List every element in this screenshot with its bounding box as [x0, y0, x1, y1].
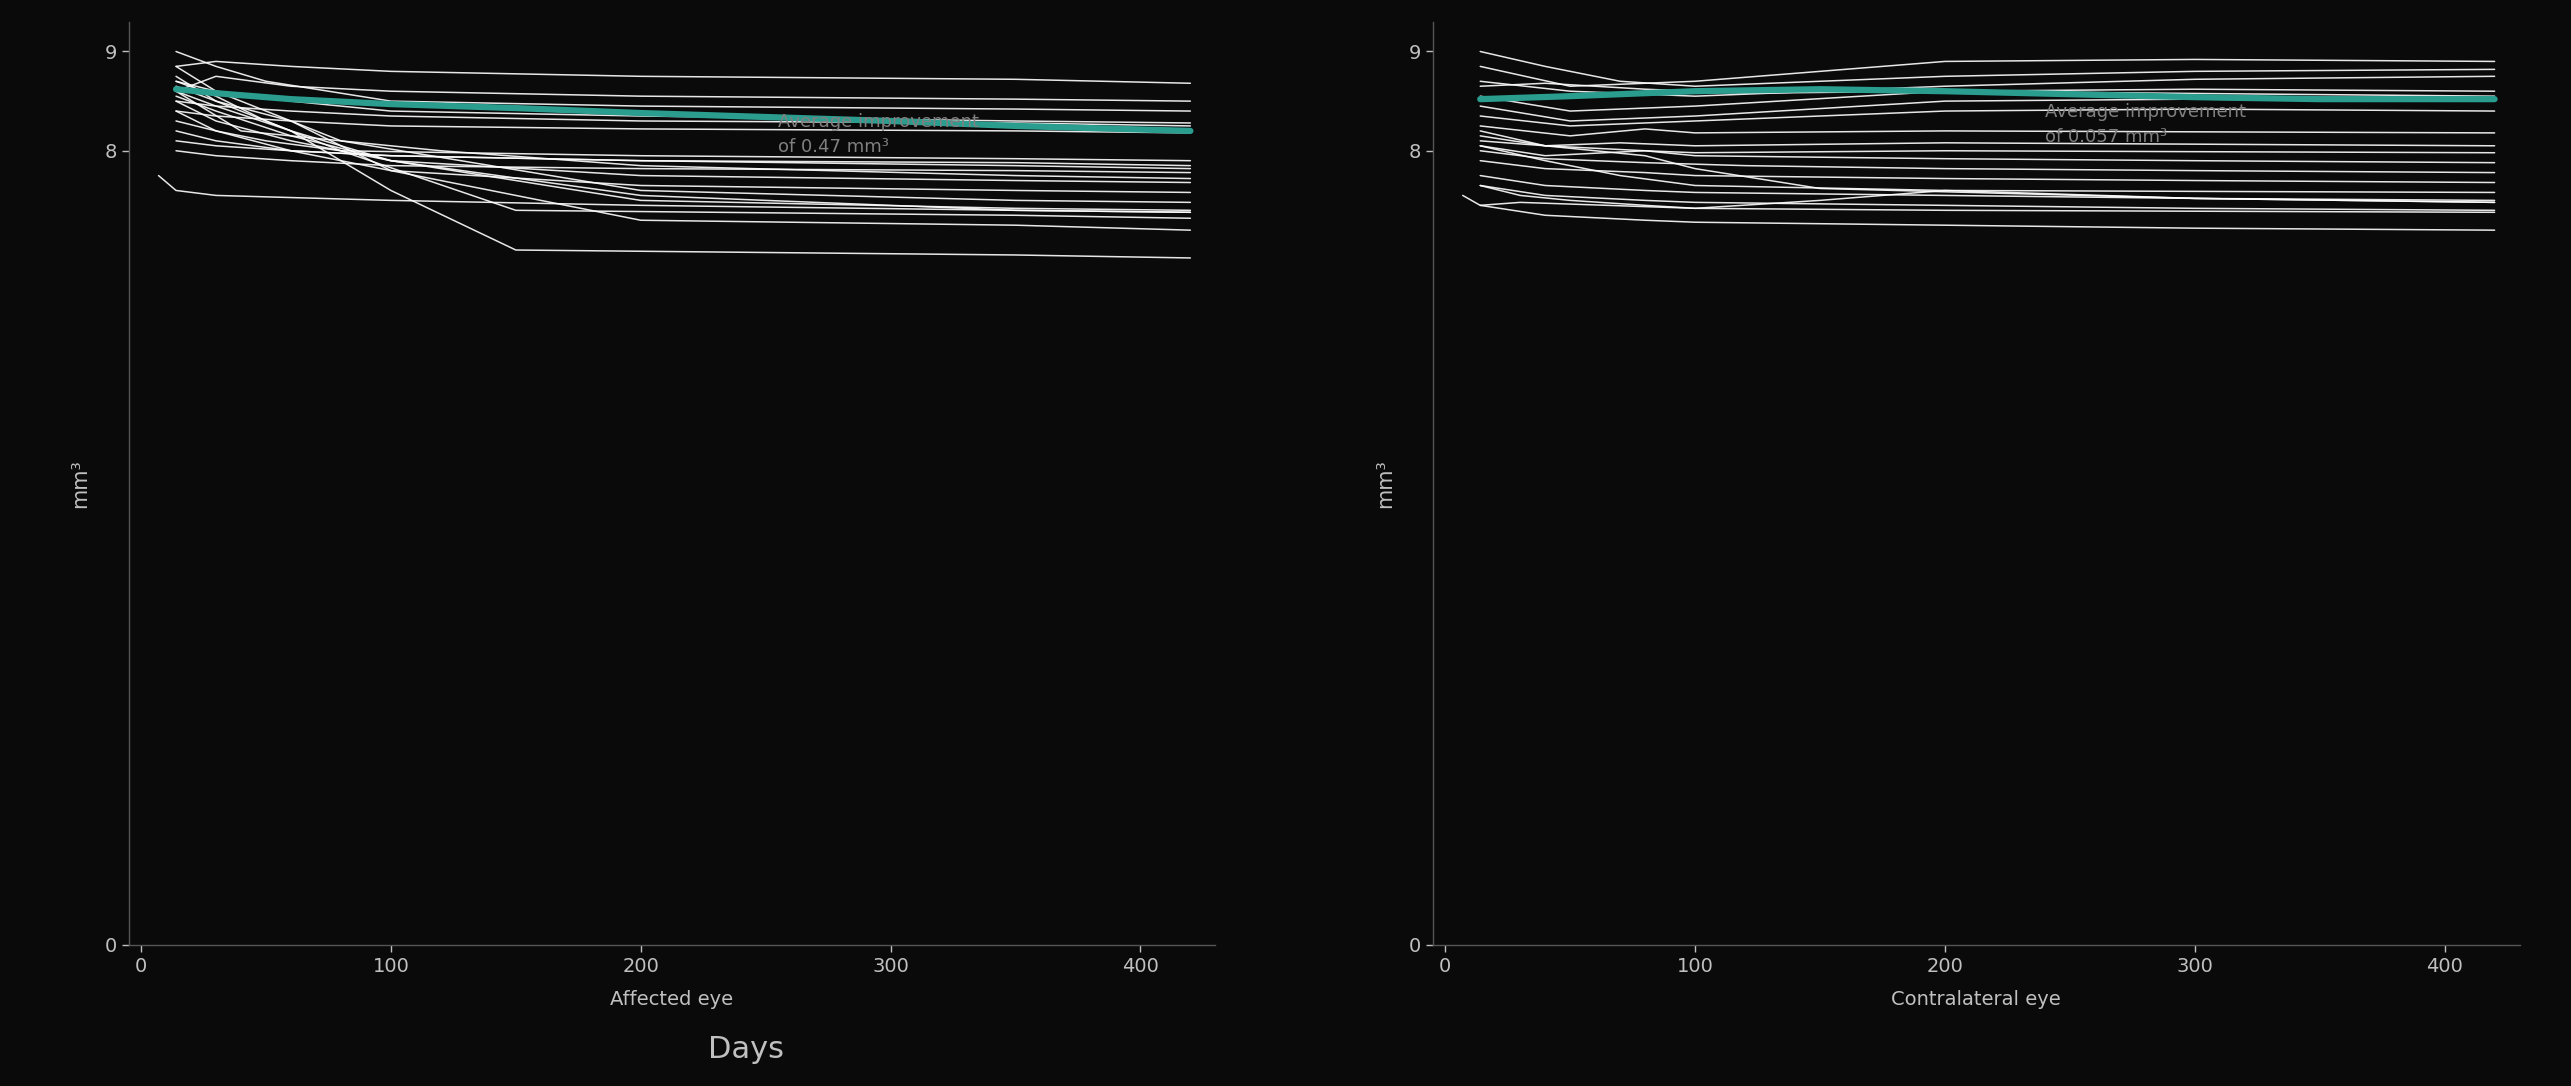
- Text: Average improvement
of 0.47 mm³: Average improvement of 0.47 mm³: [779, 113, 980, 156]
- Text: Days: Days: [707, 1035, 784, 1064]
- X-axis label: Contralateral eye: Contralateral eye: [1892, 989, 2062, 1009]
- Text: Average improvement
of 0.057 mm³: Average improvement of 0.057 mm³: [2044, 103, 2247, 147]
- Y-axis label: mm³: mm³: [1375, 459, 1393, 507]
- X-axis label: Affected eye: Affected eye: [609, 989, 733, 1009]
- Y-axis label: mm³: mm³: [69, 459, 90, 507]
